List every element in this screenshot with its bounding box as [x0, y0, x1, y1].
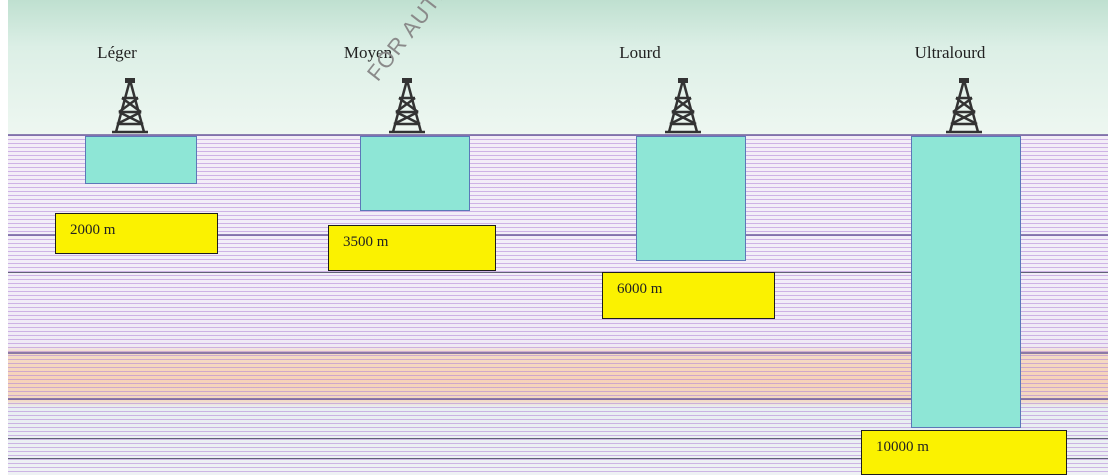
well-lourd: [636, 136, 746, 261]
stratum-line: [8, 272, 1108, 273]
stratum-line: [8, 234, 1108, 236]
depth-label-leger: 2000 m: [55, 213, 218, 254]
depth-label-ultralourd: 10000 m: [861, 430, 1067, 475]
depth-label-lourd: 6000 m: [602, 272, 775, 319]
ground-surface-line: [8, 134, 1108, 136]
stratum-line: [8, 398, 1108, 400]
category-label-moyen: Moyen: [343, 43, 393, 62]
stratum-line: [8, 458, 1108, 459]
stratum-line: [8, 352, 1108, 354]
drilling-rig-icon: [946, 78, 982, 134]
category-label-ultralourd: Ultralourd: [914, 43, 986, 62]
well-moyen: [360, 136, 470, 211]
depth-label-moyen: 3500 m: [328, 225, 496, 271]
sky-background: [8, 0, 1108, 135]
drilling-rig-icon: [665, 78, 701, 134]
well-leger: [85, 136, 197, 184]
category-label-lourd: Lourd: [619, 43, 661, 62]
category-label-leger: Léger: [97, 43, 137, 62]
well-ultralourd: [911, 136, 1021, 428]
drilling-rig-icon: [112, 78, 148, 134]
drilling-rig-icon: [389, 78, 425, 134]
stratum-line: [8, 438, 1108, 439]
